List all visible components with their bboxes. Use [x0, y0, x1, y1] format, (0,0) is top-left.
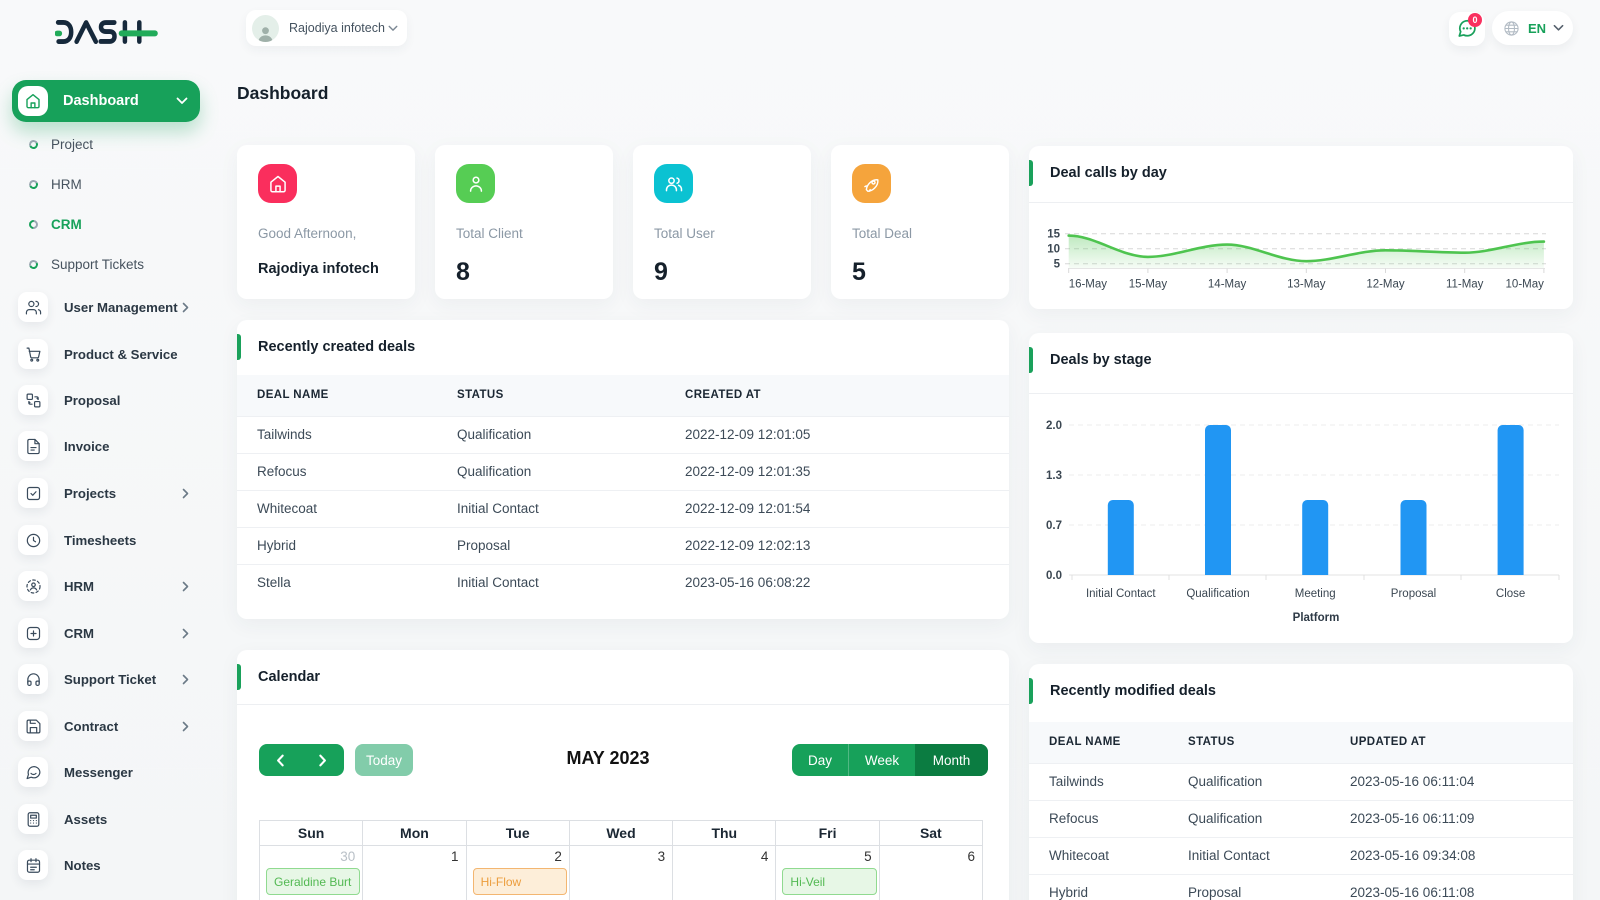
- svg-text:10-May: 10-May: [1506, 279, 1545, 291]
- svg-text:0.0: 0.0: [1046, 570, 1062, 582]
- svg-text:Proposal: Proposal: [1391, 588, 1436, 600]
- svg-text:16-May: 16-May: [1069, 279, 1108, 291]
- svg-text:0.7: 0.7: [1046, 520, 1062, 532]
- svg-text:Meeting: Meeting: [1295, 588, 1336, 600]
- svg-text:14-May: 14-May: [1208, 279, 1247, 291]
- svg-text:Close: Close: [1496, 588, 1525, 600]
- svg-text:12-May: 12-May: [1366, 279, 1405, 291]
- svg-text:Platform: Platform: [1293, 612, 1340, 624]
- svg-text:Initial Contact: Initial Contact: [1086, 588, 1156, 600]
- svg-text:5: 5: [1054, 259, 1061, 271]
- svg-text:13-May: 13-May: [1287, 279, 1326, 291]
- svg-text:10: 10: [1047, 244, 1060, 256]
- svg-text:Qualification: Qualification: [1186, 588, 1249, 600]
- svg-text:2.0: 2.0: [1046, 420, 1062, 432]
- svg-text:15: 15: [1047, 229, 1060, 241]
- svg-text:11-May: 11-May: [1446, 279, 1484, 291]
- svg-text:1.3: 1.3: [1046, 470, 1062, 482]
- svg-text:15-May: 15-May: [1129, 279, 1168, 291]
